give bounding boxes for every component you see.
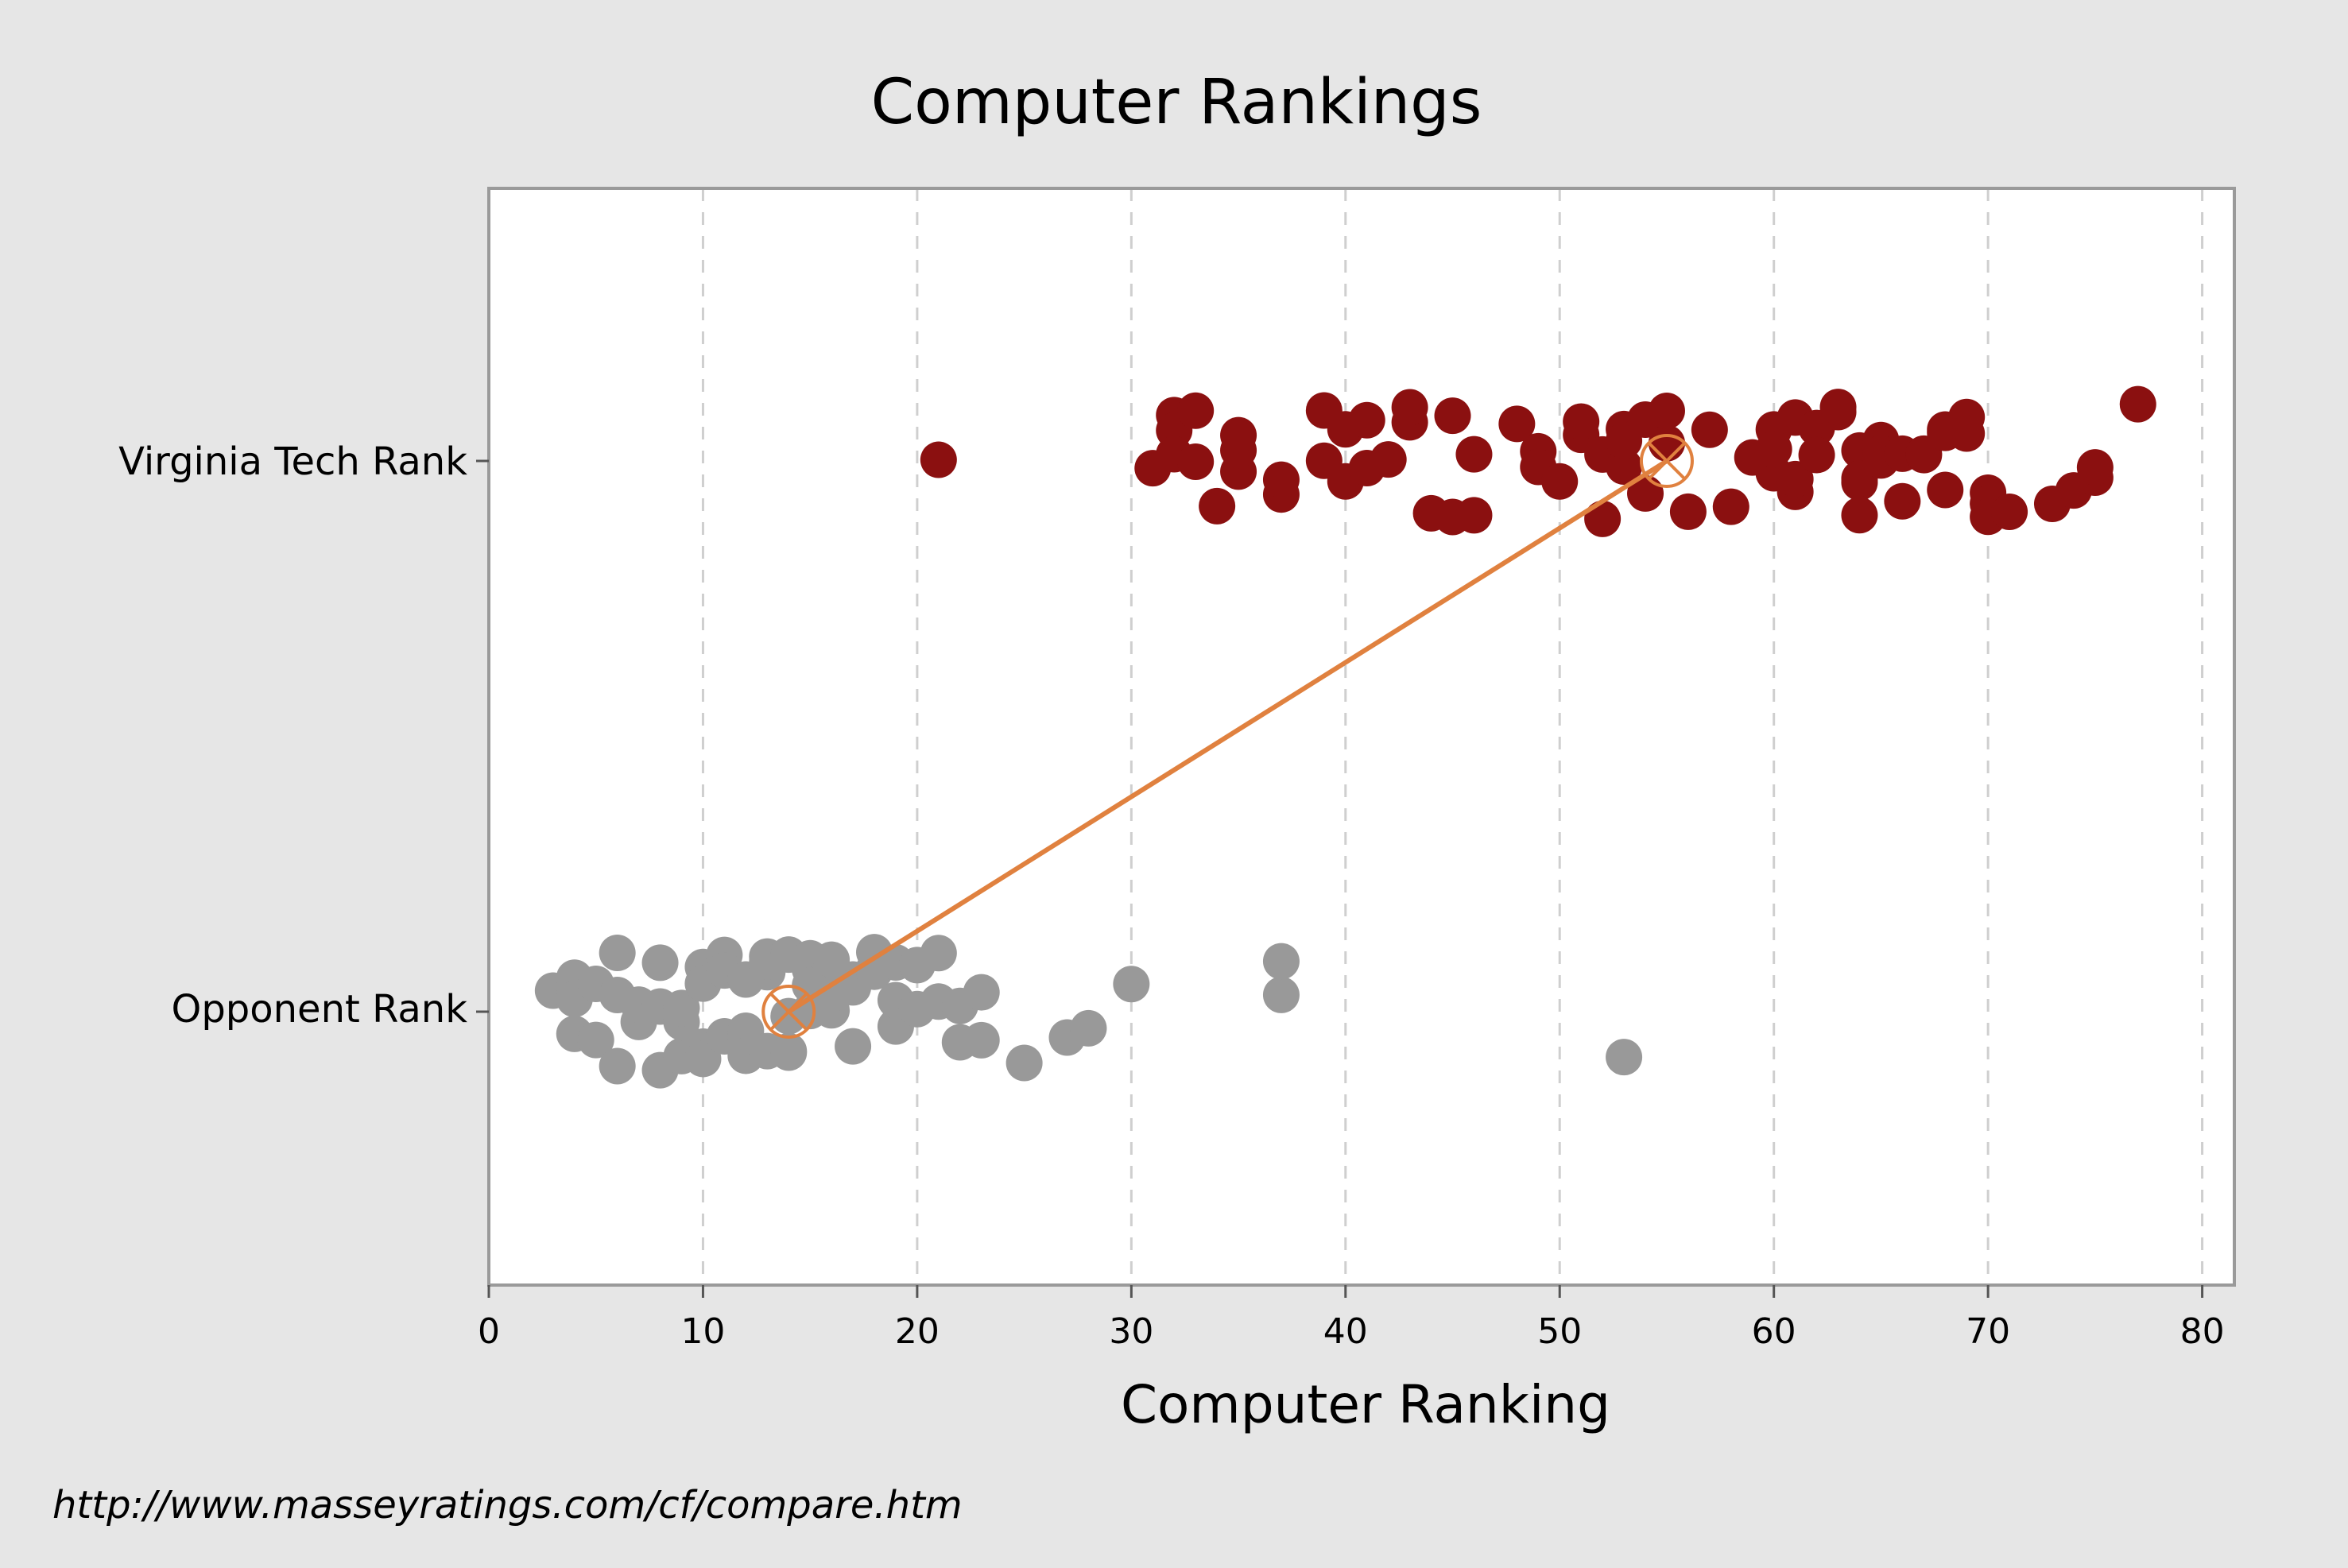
axis-layer: 0 10 20 30 40 50 60 70 80 xyxy=(476,459,2225,1352)
virginia-tech-point xyxy=(1841,497,1878,534)
grid-layer xyxy=(701,188,2204,1285)
x-tick-label: 0 xyxy=(478,1311,500,1352)
opponent-point xyxy=(835,1028,872,1065)
opponent-point xyxy=(920,935,957,972)
virginia-tech-point xyxy=(1691,411,1728,448)
virginia-tech-point xyxy=(1584,500,1622,537)
opponent-point xyxy=(599,935,636,972)
x-tick-label: 20 xyxy=(895,1311,940,1352)
mean-symbol xyxy=(1639,434,1694,488)
opponent-point xyxy=(1113,966,1150,1003)
virginia-tech-point xyxy=(2076,449,2114,486)
opponent-point xyxy=(663,989,700,1027)
virginia-tech-point xyxy=(1755,431,1792,468)
virginia-tech-point xyxy=(1434,397,1471,435)
y-category-label-virginia-tech: Virginia Tech Rank xyxy=(118,439,467,484)
virginia-tech-point xyxy=(1177,392,1215,429)
virginia-tech-point xyxy=(1991,494,2028,531)
opponent-point xyxy=(1070,1009,1107,1047)
virginia-tech-point xyxy=(920,441,957,478)
virginia-tech-point xyxy=(1884,482,1921,520)
x-axis-label: Computer Ranking xyxy=(1121,1374,1610,1435)
mean-symbol-cross xyxy=(769,992,808,1032)
virginia-tech-point xyxy=(1541,463,1579,500)
x-tick-label: 30 xyxy=(1109,1311,1153,1352)
virginia-tech-point xyxy=(1177,443,1215,480)
virginia-tech-point xyxy=(1648,424,1685,462)
virginia-tech-point xyxy=(1948,415,1986,452)
opponent-point xyxy=(770,1034,808,1071)
opponent-point xyxy=(1262,943,1300,980)
mean-symbol xyxy=(761,985,816,1039)
virginia-tech-point xyxy=(1348,401,1385,439)
virginia-tech-point xyxy=(2119,385,2156,423)
opponent-point xyxy=(963,1021,1000,1059)
mean-symbol-cross xyxy=(1647,441,1687,481)
virginia-tech-point xyxy=(1798,436,1835,474)
virginia-tech-point xyxy=(1669,493,1707,530)
opponent-point xyxy=(577,1021,614,1059)
x-tick-label: 50 xyxy=(1537,1311,1582,1352)
x-tick-label: 10 xyxy=(680,1311,725,1352)
opponent-point xyxy=(1262,976,1300,1013)
source-url: http://www.masseyratings.com/cf/compare.… xyxy=(52,1483,963,1527)
virginia-tech-point xyxy=(1391,389,1428,426)
opponent-point xyxy=(1606,1039,1643,1076)
x-tick-label: 60 xyxy=(1752,1311,1796,1352)
plot-frame xyxy=(487,187,2236,1287)
opponent-point xyxy=(963,974,1000,1011)
virginia-tech-point xyxy=(1498,405,1536,443)
mean-connect-line xyxy=(787,459,1668,1014)
virginia-tech-point xyxy=(1455,436,1493,473)
opponent-point xyxy=(641,944,679,981)
virginia-tech-point xyxy=(1370,441,1407,478)
virginia-tech-point xyxy=(1262,461,1300,498)
virginia-tech-point xyxy=(1606,448,1643,486)
x-tick-label: 80 xyxy=(2180,1311,2225,1352)
virginia-tech-point xyxy=(1455,497,1493,534)
chart-title: Computer Rankings xyxy=(871,67,1482,138)
opponent-point xyxy=(599,1047,636,1085)
virginia-tech-point xyxy=(1199,487,1236,525)
virginia-tech-point xyxy=(1712,488,1749,525)
virginia-tech-point xyxy=(1563,403,1600,440)
x-tick-label: 40 xyxy=(1323,1311,1368,1352)
plot-area xyxy=(489,188,2234,1285)
x-tick-label: 70 xyxy=(1966,1311,2010,1352)
mean-layer xyxy=(761,434,1694,1039)
virginia-tech-point xyxy=(1927,471,1964,509)
virginia-tech-point xyxy=(1220,416,1257,454)
opponent-point xyxy=(1005,1044,1043,1082)
virginia-tech-point xyxy=(1776,460,1814,498)
virginia-tech-point xyxy=(1648,392,1685,429)
y-category-label-opponent: Opponent Rank xyxy=(172,987,468,1032)
virginia-tech-point xyxy=(1819,389,1857,426)
